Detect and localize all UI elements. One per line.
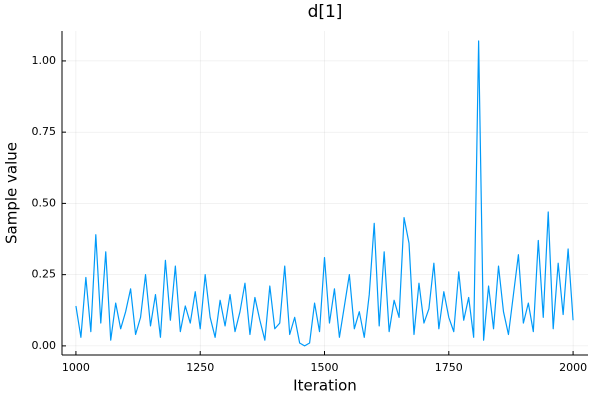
data-line — [75, 40, 574, 347]
x-tick-label: 1750 — [435, 361, 463, 374]
y-tick-label: 0.25 — [32, 268, 57, 281]
x-tick-label: 2000 — [559, 361, 587, 374]
y-axis-label: Sample value — [3, 142, 21, 244]
x-tick-label: 1250 — [186, 361, 214, 374]
x-axis-label: Iteration — [293, 377, 357, 395]
y-tick-label: 0.50 — [32, 196, 57, 209]
y-tick-label: 0.75 — [32, 125, 57, 138]
y-tick-label: 1.00 — [32, 54, 57, 67]
x-tick-label: 1500 — [311, 361, 339, 374]
x-tick-label: 1000 — [62, 361, 90, 374]
chart-title: d[1] — [308, 2, 343, 22]
y-tick-label: 0.00 — [32, 339, 57, 352]
